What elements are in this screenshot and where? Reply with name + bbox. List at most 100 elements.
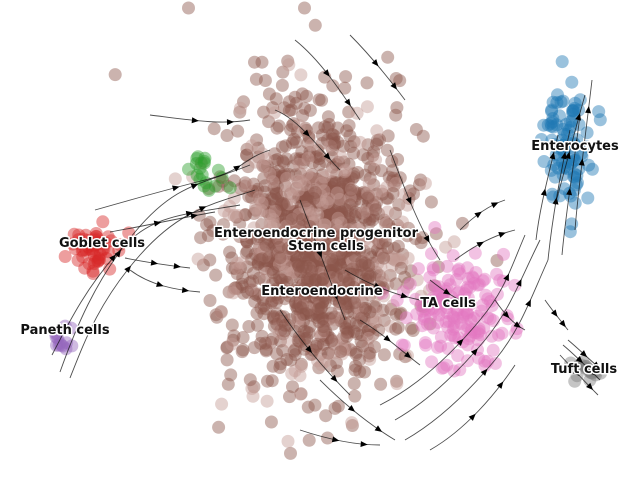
cell-point: [426, 261, 440, 275]
cell-point: [355, 258, 369, 272]
cell-point: [277, 255, 291, 269]
cell-point: [348, 296, 362, 310]
streamline-arrowhead: [302, 129, 310, 137]
cell-point: [210, 310, 224, 324]
cell-point: [308, 273, 322, 287]
cell-point: [85, 244, 99, 258]
cell-point: [375, 184, 388, 198]
cell-point: [285, 103, 299, 117]
cell-point: [249, 185, 263, 199]
cell-point: [260, 394, 274, 408]
cell-point: [300, 197, 314, 211]
cell-point: [424, 195, 438, 209]
cell-point: [314, 213, 328, 227]
cell-point: [364, 236, 378, 250]
cell-point: [253, 253, 267, 267]
cell-point: [295, 87, 309, 101]
cell-point: [296, 225, 310, 239]
cell-point: [304, 308, 318, 322]
cell-point: [252, 241, 266, 255]
cell-point: [58, 250, 72, 263]
cell-point: [565, 155, 579, 169]
cell-point: [292, 209, 306, 222]
cell-point: [314, 235, 328, 249]
cell-point: [341, 188, 355, 202]
cell-point: [296, 299, 310, 313]
cell-point: [563, 225, 577, 239]
cell-point: [272, 119, 286, 133]
cell-point: [86, 264, 100, 278]
cell-point: [357, 244, 371, 258]
streamline-arrowhead: [588, 368, 596, 376]
cell-point: [58, 319, 72, 333]
cell-point: [259, 344, 273, 358]
cell-point: [263, 289, 277, 303]
cell-point: [325, 181, 339, 195]
streamline-arrowhead: [316, 250, 323, 258]
cell-point: [294, 199, 308, 213]
cell-point: [326, 79, 340, 93]
streamline-arrowhead: [525, 299, 531, 307]
cell-point: [564, 356, 578, 370]
cell-point: [390, 174, 403, 187]
cell-point: [361, 191, 375, 205]
cell-point: [281, 167, 295, 181]
cell-point: [251, 257, 265, 271]
cell-point: [267, 239, 281, 253]
cell-point: [280, 198, 294, 212]
cell-point: [556, 94, 570, 108]
cell-point: [423, 284, 436, 297]
cell-point: [282, 95, 296, 109]
cell-point: [351, 318, 365, 332]
cell-point: [360, 76, 374, 90]
cell-point: [328, 136, 342, 150]
cell-point: [301, 191, 315, 205]
cell-point: [270, 317, 284, 331]
cell-point: [245, 282, 259, 296]
cell-point: [203, 253, 217, 267]
cell-point: [257, 171, 271, 185]
cell-point: [89, 227, 103, 240]
cell-point: [396, 215, 409, 229]
cell-point: [317, 170, 331, 184]
cell-point: [493, 273, 507, 287]
cell-point: [343, 215, 356, 229]
cell-point: [269, 295, 283, 309]
cell-point: [234, 182, 248, 196]
cell-point: [341, 245, 355, 259]
cell-point: [433, 296, 447, 310]
cell-point: [290, 243, 304, 257]
cell-point: [367, 145, 381, 159]
cell-point: [370, 187, 384, 201]
cell-point: [292, 312, 306, 326]
cell-point: [296, 260, 309, 274]
cell-point: [363, 305, 377, 319]
cell-point: [294, 190, 308, 204]
cell-point: [295, 294, 309, 308]
velocity-streamline: [109, 211, 216, 233]
cell-point: [313, 275, 327, 289]
cell-point: [451, 264, 465, 278]
cell-point: [301, 273, 315, 287]
cell-point: [367, 191, 381, 205]
cell-point: [298, 250, 312, 264]
cell-point: [390, 377, 404, 391]
cell-point: [301, 263, 315, 277]
cell-point: [212, 179, 226, 193]
cell-point: [328, 401, 342, 415]
cell-point: [317, 227, 331, 241]
cell-point: [326, 317, 340, 331]
cell-point: [276, 239, 290, 253]
cell-point: [309, 339, 323, 353]
cell-point: [316, 295, 329, 309]
cell-point: [291, 175, 305, 189]
cell-point: [276, 197, 290, 211]
cell-point: [327, 185, 341, 199]
cell-point: [341, 240, 355, 254]
streamline-arrowhead: [150, 259, 159, 266]
cell-point: [96, 215, 110, 229]
cell-point: [363, 269, 377, 283]
cell-point: [282, 238, 296, 252]
cell-point: [251, 141, 265, 155]
cell-point: [342, 234, 356, 248]
